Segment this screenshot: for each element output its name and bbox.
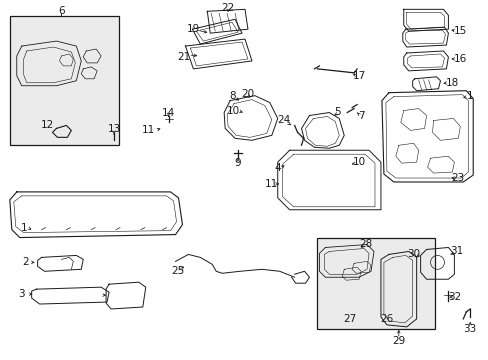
Text: 28: 28: [359, 239, 372, 248]
Text: 18: 18: [445, 78, 458, 88]
Text: 1: 1: [466, 91, 472, 101]
Text: 25: 25: [170, 266, 184, 276]
Text: 4: 4: [274, 163, 281, 173]
Text: 6: 6: [58, 6, 64, 16]
Text: 11: 11: [264, 179, 278, 189]
Text: 1: 1: [20, 222, 27, 233]
Text: 13: 13: [107, 125, 121, 134]
Text: 5: 5: [333, 107, 340, 117]
Text: 16: 16: [453, 54, 466, 64]
Text: 26: 26: [380, 314, 393, 324]
Text: 30: 30: [407, 249, 419, 260]
Text: 23: 23: [451, 173, 464, 183]
Text: 2: 2: [22, 257, 29, 267]
Text: 20: 20: [241, 89, 254, 99]
Text: 10: 10: [352, 157, 365, 167]
Text: 3: 3: [19, 289, 25, 299]
Text: 31: 31: [449, 247, 462, 256]
Text: 11: 11: [142, 125, 155, 135]
Text: 21: 21: [177, 52, 190, 62]
Text: 12: 12: [41, 121, 54, 130]
Text: 24: 24: [277, 116, 290, 126]
Text: 9: 9: [234, 158, 241, 168]
Text: 17: 17: [352, 71, 365, 81]
Text: 10: 10: [226, 105, 239, 116]
Text: 27: 27: [343, 314, 356, 324]
Text: 29: 29: [391, 336, 405, 346]
Text: 32: 32: [447, 292, 460, 302]
Text: 7: 7: [357, 111, 364, 121]
Text: 14: 14: [162, 108, 175, 117]
Text: 22: 22: [221, 3, 234, 13]
Text: 8: 8: [228, 91, 235, 101]
Bar: [317, 238, 434, 329]
Text: 19: 19: [186, 24, 200, 34]
Bar: [10, 16, 119, 145]
Text: 33: 33: [463, 324, 476, 334]
Text: 15: 15: [453, 26, 466, 36]
